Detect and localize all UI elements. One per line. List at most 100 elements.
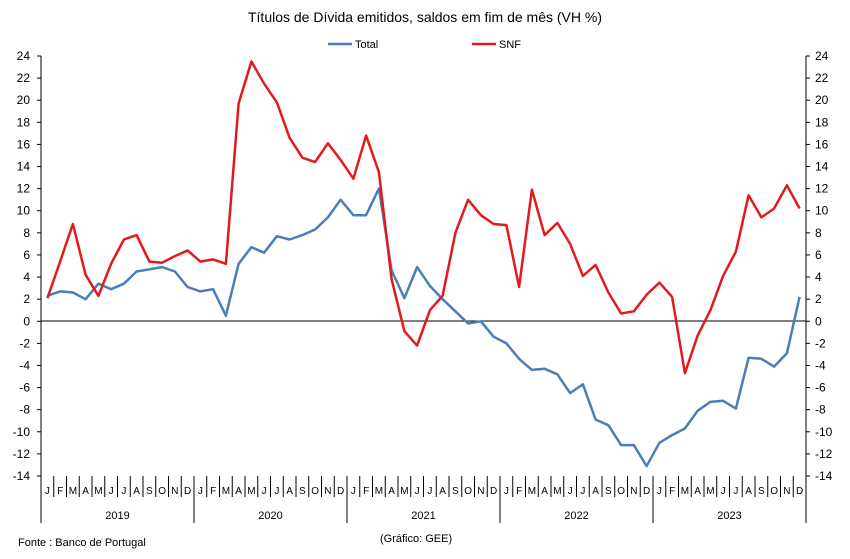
x-tick-label-month: J bbox=[415, 486, 420, 497]
x-tick-label-month: A bbox=[439, 486, 446, 497]
y-tick-label-left: 10 bbox=[17, 204, 31, 218]
x-tick-label-month: A bbox=[235, 486, 242, 497]
series-line-total bbox=[46, 187, 801, 468]
y-tick-label-left: 22 bbox=[17, 71, 31, 85]
x-tick-label-month: A bbox=[82, 486, 89, 497]
series-layer bbox=[46, 60, 801, 468]
x-tick-label-month: A bbox=[592, 486, 599, 497]
legend-label-snf: SNF bbox=[499, 39, 521, 51]
series-line-snf bbox=[46, 60, 801, 375]
y-tick-label-right: 18 bbox=[815, 115, 829, 129]
x-tick-label-month: D bbox=[337, 486, 344, 497]
y-tick-label-left: 0 bbox=[23, 314, 30, 328]
y-tick-label-right: 0 bbox=[815, 314, 822, 328]
x-tick-label-month: J bbox=[109, 486, 114, 497]
y-tick-label-left: -12 bbox=[13, 447, 31, 461]
y-tick-label-left: 4 bbox=[23, 270, 30, 284]
y-tick-label-left: -10 bbox=[13, 425, 31, 439]
x-tick-label-month: A bbox=[541, 486, 548, 497]
x-tick-label-month: O bbox=[770, 486, 778, 497]
x-tick-label-month: A bbox=[694, 486, 701, 497]
x-tick-label-month: D bbox=[643, 486, 650, 497]
y-tick-label-right: 22 bbox=[815, 71, 829, 85]
x-tick-label-month: D bbox=[796, 486, 803, 497]
y-tick-label-right: 2 bbox=[815, 292, 822, 306]
x-tick-label-month: F bbox=[669, 486, 675, 497]
y-tick-label-left: -4 bbox=[19, 358, 30, 372]
y-tick-label-left: 20 bbox=[17, 93, 31, 107]
y-tick-label-right: 14 bbox=[815, 160, 829, 174]
x-tick-label-year: 2022 bbox=[564, 510, 588, 522]
x-tick-label-year: 2019 bbox=[105, 510, 129, 522]
x-tick-label-month: J bbox=[568, 486, 573, 497]
x-tick-label-month: J bbox=[274, 486, 279, 497]
x-tick-label-month: M bbox=[400, 486, 408, 497]
x-tick-label-month: J bbox=[657, 486, 662, 497]
x-tick-label-month: J bbox=[427, 486, 432, 497]
y-tick-label-right: 20 bbox=[815, 93, 829, 107]
x-tick-label-month: J bbox=[262, 486, 267, 497]
x-tick-label-month: O bbox=[311, 486, 319, 497]
x-tick-label-year: 2021 bbox=[411, 510, 435, 522]
x-tick-label-month: O bbox=[464, 486, 472, 497]
x-tick-label-month: M bbox=[69, 486, 77, 497]
x-tick-label-month: O bbox=[617, 486, 625, 497]
x-tick-label-month: M bbox=[681, 486, 689, 497]
y-tick-label-right: 4 bbox=[815, 270, 822, 284]
x-tick-label-month: S bbox=[758, 486, 765, 497]
y-tick-label-right: -6 bbox=[815, 381, 826, 395]
y-tick-label-left: 14 bbox=[17, 160, 31, 174]
x-tick-label-month: S bbox=[605, 486, 612, 497]
legend-label-total: Total bbox=[355, 39, 378, 51]
x-tick-label-month: J bbox=[504, 486, 509, 497]
y-tick-label-left: -2 bbox=[19, 336, 30, 350]
y-tick-label-right: 8 bbox=[815, 226, 822, 240]
y-tick-label-left: -6 bbox=[19, 381, 30, 395]
x-tick-label-month: J bbox=[733, 486, 738, 497]
x-tick-label-month: O bbox=[158, 486, 166, 497]
x-tick-label-month: N bbox=[324, 486, 331, 497]
y-tick-label-right: 24 bbox=[815, 49, 829, 63]
x-tick-label-month: F bbox=[57, 486, 63, 497]
x-tick-label-month: N bbox=[477, 486, 484, 497]
y-tick-label-right: 10 bbox=[815, 204, 829, 218]
x-tick-label-year: 2020 bbox=[258, 510, 282, 522]
x-tick-label-month: A bbox=[745, 486, 752, 497]
x-tick-label-month: M bbox=[222, 486, 230, 497]
x-tick-label-month: J bbox=[721, 486, 726, 497]
legend: Total SNF bbox=[328, 39, 521, 51]
y-tick-label-right: -2 bbox=[815, 336, 826, 350]
y-tick-label-left: -14 bbox=[13, 469, 31, 483]
x-tick-label-month: M bbox=[553, 486, 561, 497]
y-tick-label-right: -4 bbox=[815, 358, 826, 372]
x-tick-label-month: N bbox=[171, 486, 178, 497]
x-tick-label-month: J bbox=[121, 486, 126, 497]
x-tick-label-month: A bbox=[133, 486, 140, 497]
x-tick-label-month: F bbox=[210, 486, 216, 497]
x-tick-label-month: M bbox=[247, 486, 255, 497]
chart-title: Títulos de Dívida emitidos, saldos em fi… bbox=[248, 9, 602, 25]
y-tick-label-right: -14 bbox=[815, 469, 833, 483]
y-tick-label-right: 16 bbox=[815, 137, 829, 151]
x-tick-label-month: D bbox=[490, 486, 497, 497]
y-tick-label-left: 18 bbox=[17, 115, 31, 129]
x-tick-label-month: A bbox=[388, 486, 395, 497]
x-tick-label-month: M bbox=[375, 486, 383, 497]
y-tick-label-right: -12 bbox=[815, 447, 833, 461]
y-tick-label-left: 16 bbox=[17, 137, 31, 151]
y-tick-label-left: 2 bbox=[23, 292, 30, 306]
x-tick-label-month: S bbox=[146, 486, 153, 497]
x-tick-label-month: S bbox=[299, 486, 306, 497]
y-tick-label-left: 24 bbox=[17, 49, 31, 63]
x-tick-label-month: F bbox=[363, 486, 369, 497]
y-tick-label-left: 12 bbox=[17, 182, 31, 196]
x-tick-label-month: M bbox=[94, 486, 102, 497]
x-tick-label-month: J bbox=[45, 486, 50, 497]
x-tick-label-month: J bbox=[580, 486, 585, 497]
source-note: Fonte : Banco de Portugal bbox=[18, 537, 146, 549]
x-tick-label-month: S bbox=[452, 486, 459, 497]
x-tick-label-month: N bbox=[783, 486, 790, 497]
